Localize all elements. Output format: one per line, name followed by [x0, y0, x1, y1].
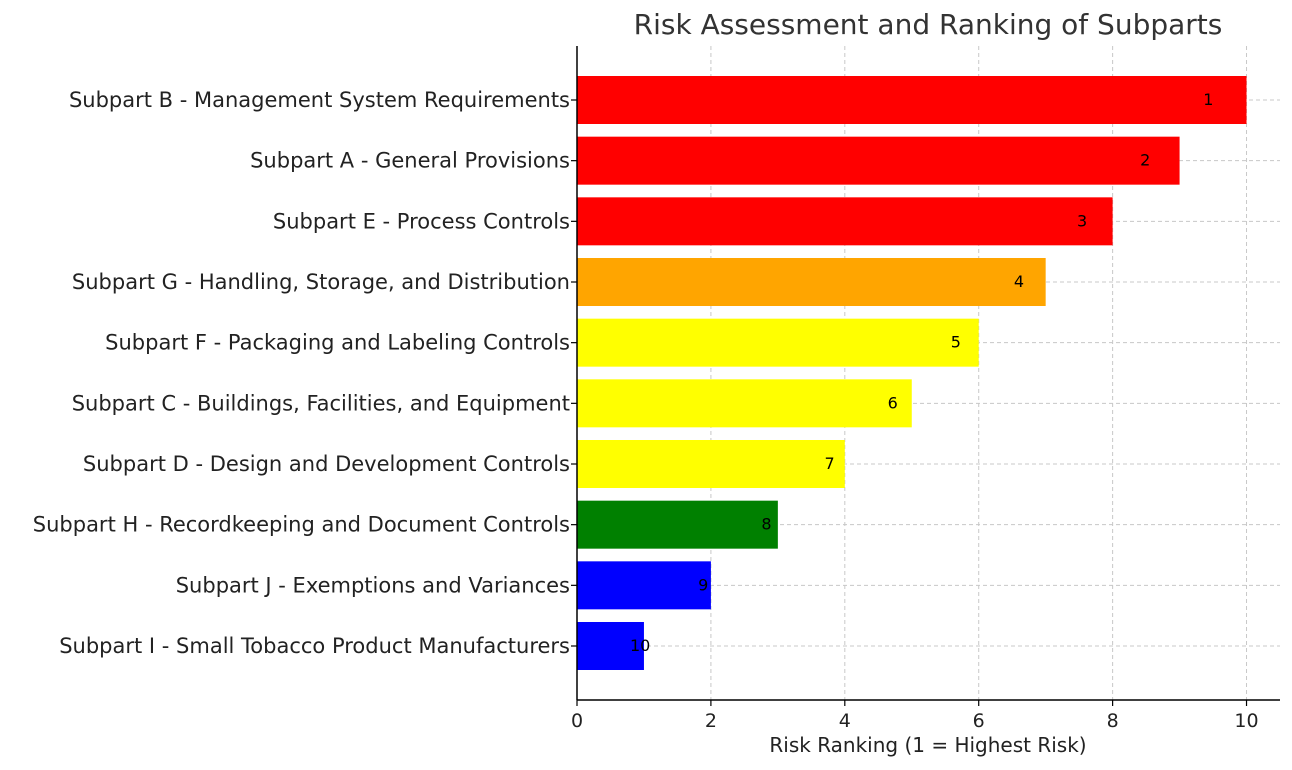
x-tick-label: 4: [839, 710, 851, 732]
category-label: Subpart F - Packaging and Labeling Contr…: [105, 331, 570, 355]
bar: [577, 258, 1046, 306]
bar: [577, 561, 711, 610]
bar: [577, 318, 979, 367]
x-tick-label: 8: [1107, 710, 1119, 732]
x-tick-label: 2: [705, 710, 717, 732]
chart-title: Risk Assessment and Ranking of Subparts: [634, 8, 1223, 41]
rank-data-label: 1: [1203, 90, 1213, 109]
rank-data-label: 10: [630, 636, 650, 655]
category-label: Subpart J - Exemptions and Variances: [176, 573, 570, 597]
rank-data-label: 5: [951, 333, 961, 352]
bar: [577, 622, 644, 670]
category-label: Subpart C - Buildings, Facilities, and E…: [72, 391, 570, 415]
x-tick-label: 10: [1234, 710, 1258, 732]
bar: [577, 136, 1180, 185]
rank-data-label: 3: [1077, 211, 1087, 230]
bar: [577, 197, 1113, 246]
category-label: Subpart G - Handling, Storage, and Distr…: [72, 270, 570, 294]
category-label: Subpart H - Recordkeeping and Document C…: [33, 513, 570, 537]
x-tick-label: 6: [973, 710, 985, 732]
bar: [577, 379, 912, 428]
rank-data-label: 4: [1014, 272, 1024, 291]
bar: [577, 76, 1247, 124]
bars-layer: [577, 76, 1247, 670]
bar: [577, 440, 845, 488]
category-label: Subpart A - General Provisions: [250, 149, 570, 173]
axis-layer: [576, 46, 1280, 701]
rank-data-label: 6: [888, 393, 898, 412]
rank-data-label: 7: [824, 454, 834, 473]
category-label: Subpart I - Small Tobacco Product Manufa…: [59, 634, 570, 658]
category-label: Subpart E - Process Controls: [273, 209, 570, 233]
x-tick-label: 0: [571, 710, 583, 732]
category-label: Subpart D - Design and Development Contr…: [83, 452, 570, 476]
x-axis-label: Risk Ranking (1 = Highest Risk): [769, 733, 1086, 757]
rank-data-label: 2: [1140, 151, 1150, 170]
category-label: Subpart B - Management System Requiremen…: [69, 88, 570, 112]
labels-layer: 0 2 4 6 8 10 Subpart B - Management System Req…: [33, 88, 1259, 732]
rank-data-label: 8: [761, 515, 771, 534]
rank-data-label: 9: [698, 575, 708, 594]
bar: [577, 500, 778, 549]
